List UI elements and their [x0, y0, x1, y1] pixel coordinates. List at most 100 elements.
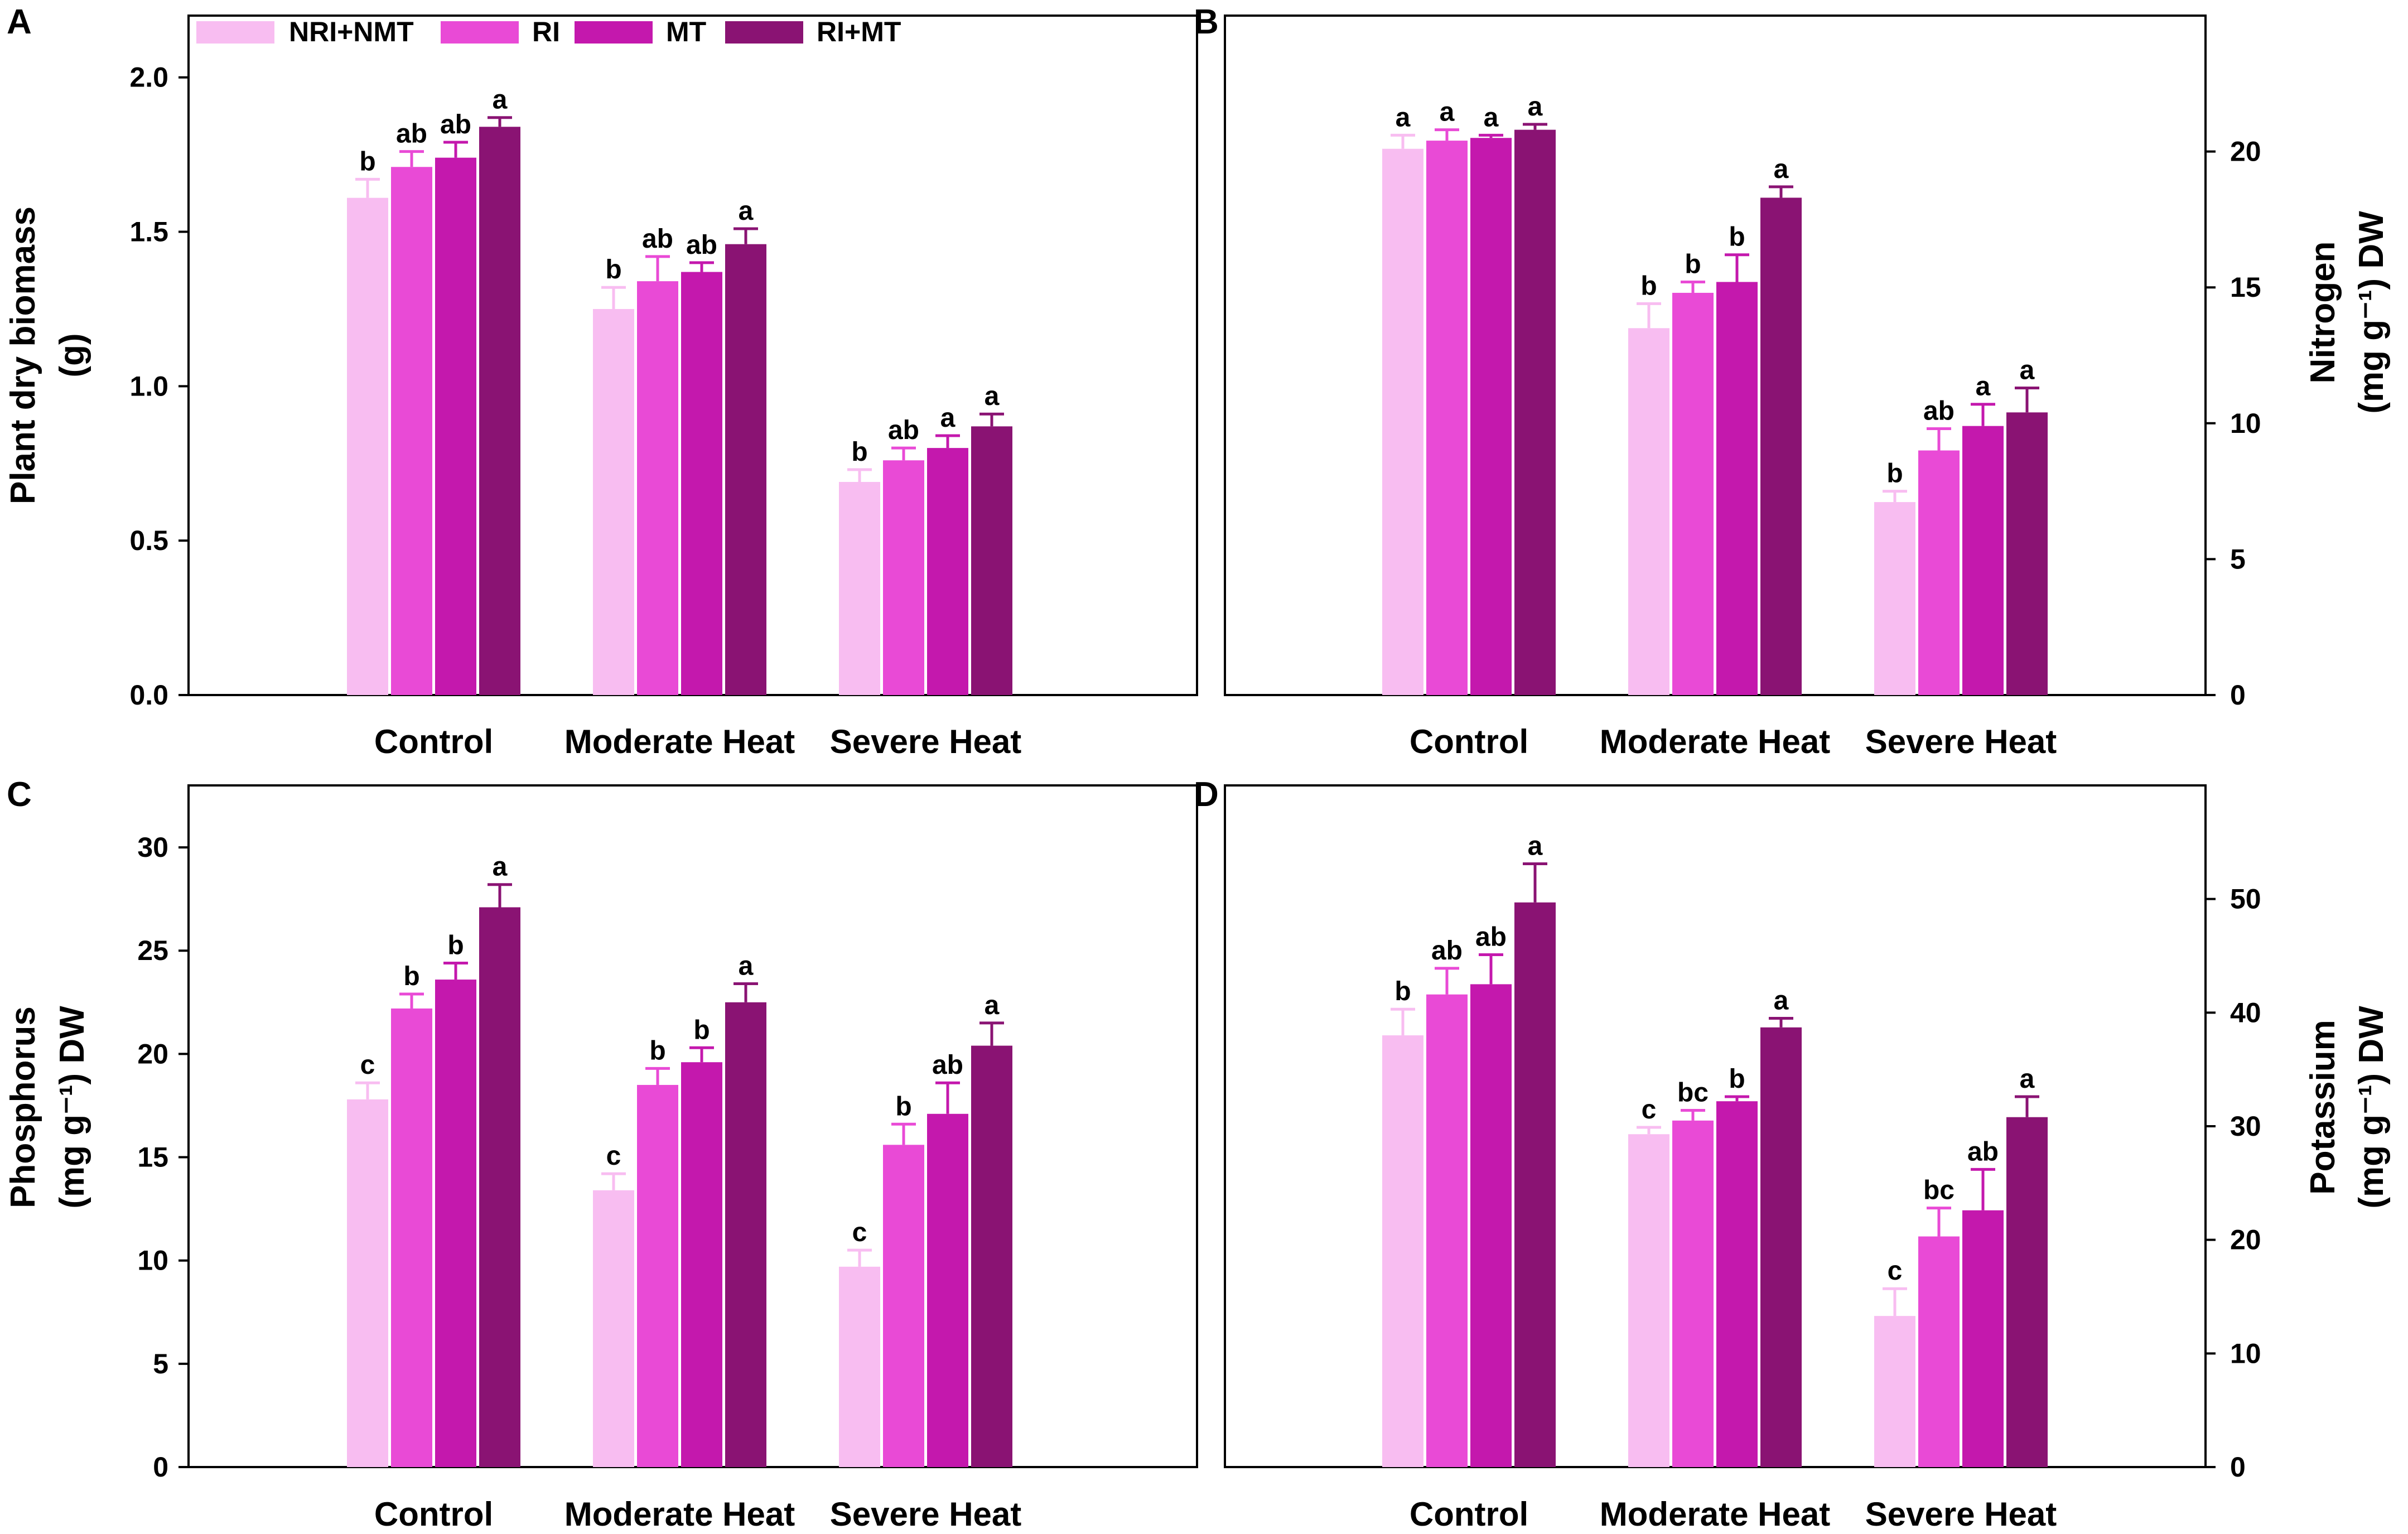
panel-c-ytick-label: 20: [137, 1038, 168, 1069]
panel-b-control-ri-mt-letter: a: [1528, 92, 1543, 122]
panel-d-ytick-label: 20: [2230, 1224, 2261, 1256]
panel-b-severe-heat-nri-nmt-letter: b: [1886, 459, 1903, 489]
panel-c-control-ri-mt-letter: a: [493, 852, 508, 882]
panel-a-ytick-label: 0.5: [129, 525, 168, 556]
panel-d-control-nri-nmt-letter: b: [1394, 977, 1411, 1006]
panel-d-control-mt-bar: [1470, 984, 1512, 1467]
panel-a-ylabel-line-2: (g): [53, 333, 91, 377]
panel-b-plot-frame: [1224, 15, 2207, 696]
panel-b-moderate-heat-nri-nmt-bar: [1628, 328, 1669, 695]
panel-b-severe-heat-nri-nmt-bar: [1874, 502, 1915, 695]
panel-d-moderate-heat-ri-bar: [1672, 1120, 1714, 1467]
panel-b-category-moderate-heat: Moderate Heat: [1600, 723, 1830, 760]
legend-swatch-nri-nmt: [196, 21, 274, 44]
panel-c-severe-heat-ri-bar: [883, 1145, 924, 1467]
panel-c-control-ri-bar: [391, 1008, 432, 1467]
legend-swatch-ri-mt: [725, 21, 803, 44]
panel-a-axis: 0.0 0.5 1.0 1.5 2.0: [129, 62, 189, 711]
panel-a-ytick-label: 0.0: [129, 679, 168, 711]
panel-b-severe-heat-ri-mt-bar: [2006, 412, 2048, 695]
panel-b-ylabel-line-1: Nitrogen: [2304, 242, 2342, 384]
panel-a-moderate-heat-nri-nmt-letter: b: [605, 255, 621, 284]
panel-a-category-labels: Control Moderate Heat Severe Heat: [374, 723, 1021, 760]
panel-c-category-severe-heat: Severe Heat: [830, 1496, 1022, 1533]
panel-c-ylabel-line-1: Phosphorus: [4, 1006, 42, 1208]
panel-a-category-control: Control: [374, 723, 493, 760]
panel-b-control-ri-mt-bar: [1514, 129, 1556, 695]
panel-d-axis: 0 10 20 30 40 50: [2206, 884, 2261, 1483]
panel-c-ylabel-line-2: (mg g⁻¹) DW: [53, 1006, 91, 1209]
panel-a-ytick-label: 1.5: [129, 216, 168, 248]
panel-d-moderate-heat-mt-bar: [1716, 1101, 1758, 1467]
legend-label-ri-mt: RI+MT: [817, 16, 901, 47]
panel-b-letter: B: [1194, 3, 1219, 41]
panel-d-ytick-label: 30: [2230, 1111, 2261, 1142]
panel-b-ytick-label: 5: [2230, 543, 2246, 575]
panel-b-moderate-heat-ri-letter: b: [1685, 249, 1701, 279]
panel-a-severe-heat-ri-bar: [883, 460, 924, 695]
panel-d-moderate-heat-nri-nmt-letter: c: [1642, 1095, 1657, 1125]
panel-a-control-mt-bar: [435, 157, 476, 695]
panel-c-category-labels: Control Moderate Heat Severe Heat: [374, 1496, 1021, 1533]
panel-b-control-mt-letter: a: [1484, 103, 1499, 132]
panel-d-severe-heat-ri-letter: bc: [1923, 1176, 1955, 1205]
panel-c-control-mt-letter: b: [447, 930, 464, 960]
panel-d-severe-heat-ri-bar: [1918, 1236, 1960, 1467]
panel-b-category-labels: Control Moderate Heat Severe Heat: [1410, 723, 2057, 760]
panel-a-category-severe-heat: Severe Heat: [830, 723, 1022, 760]
panel-b-moderate-heat-nri-nmt-letter: b: [1640, 271, 1657, 301]
panel-a-moderate-heat-ri-bar: [637, 281, 678, 695]
panel-c-letter: C: [7, 775, 32, 814]
panel-b-control-mt-bar: [1470, 138, 1512, 696]
panel-c-severe-heat-ri-letter: b: [895, 1092, 911, 1121]
panel-a-moderate-heat-nri-nmt-bar: [593, 308, 634, 695]
panel-a-moderate-heat-ri-mt-letter: a: [739, 196, 754, 226]
panel-a-severe-heat-ri-letter: ab: [888, 416, 919, 445]
panel-c-control-mt-bar: [435, 980, 476, 1467]
panel-a-severe-heat-mt-bar: [927, 448, 968, 695]
panel-b-ytick-label: 0: [2230, 679, 2246, 711]
panel-a-moderate-heat-mt-letter: ab: [686, 230, 717, 260]
panel-c-severe-heat-mt-letter: ab: [932, 1050, 963, 1080]
panel-a-severe-heat-mt-letter: a: [940, 403, 956, 433]
panel-d-ytick-label: 0: [2230, 1451, 2246, 1483]
panel-a-severe-heat-nri-nmt-bar: [839, 481, 880, 695]
panel-c-moderate-heat-nri-nmt-bar: [593, 1190, 634, 1467]
panel-d-moderate-heat-ri-mt-letter: a: [1774, 986, 1789, 1016]
panel-c-category-control: Control: [374, 1496, 493, 1533]
panel-c-moderate-heat-ri-bar: [637, 1084, 678, 1467]
panel-b-severe-heat-ri-letter: ab: [1923, 397, 1955, 426]
panel-c-ytick-label: 0: [153, 1451, 168, 1483]
panel-d-letter: D: [1194, 775, 1219, 814]
legend-label-ri: RI: [532, 16, 560, 47]
panel-c-moderate-heat-mt-letter: b: [693, 1015, 710, 1045]
panel-d-plot-frame: [1224, 784, 2207, 1468]
panel-a-control-ri-letter: ab: [396, 119, 427, 149]
panel-d-ytick-label: 40: [2230, 997, 2261, 1028]
panel-a-ylabel-line-1: Plant dry biomass: [4, 206, 42, 504]
panel-c-control-nri-nmt-letter: c: [360, 1050, 375, 1080]
legend-label-mt: MT: [666, 16, 706, 47]
panel-b-moderate-heat-mt-bar: [1716, 282, 1758, 695]
panel-d-category-severe-heat: Severe Heat: [1865, 1496, 2057, 1533]
panel-d-control-nri-nmt-bar: [1382, 1035, 1423, 1467]
panel-b-moderate-heat-ri-mt-bar: [1760, 197, 1802, 695]
panel-b-ytick-label: 10: [2230, 408, 2261, 439]
panel-c-severe-heat-mt-bar: [927, 1113, 968, 1467]
panel-c-control-ri-letter: b: [403, 962, 419, 991]
panel-a-ytick-label: 2.0: [129, 62, 168, 93]
legend-label-nri-nmt: NRI+NMT: [289, 16, 414, 47]
panel-a-moderate-heat-ri-mt-bar: [725, 244, 766, 695]
panel-c-severe-heat-nri-nmt-bar: [839, 1266, 880, 1467]
panel-c-moderate-heat-ri-letter: b: [649, 1036, 665, 1065]
panel-c-moderate-heat-mt-bar: [681, 1062, 722, 1467]
panel-d-moderate-heat-ri-letter: bc: [1677, 1078, 1709, 1107]
panel-a-control-mt-letter: ab: [440, 110, 471, 139]
panel-a-category-moderate-heat: Moderate Heat: [564, 723, 795, 760]
panel-a-letter: A: [7, 3, 32, 41]
panel-d-category-labels: Control Moderate Heat Severe Heat: [1410, 1496, 2057, 1533]
